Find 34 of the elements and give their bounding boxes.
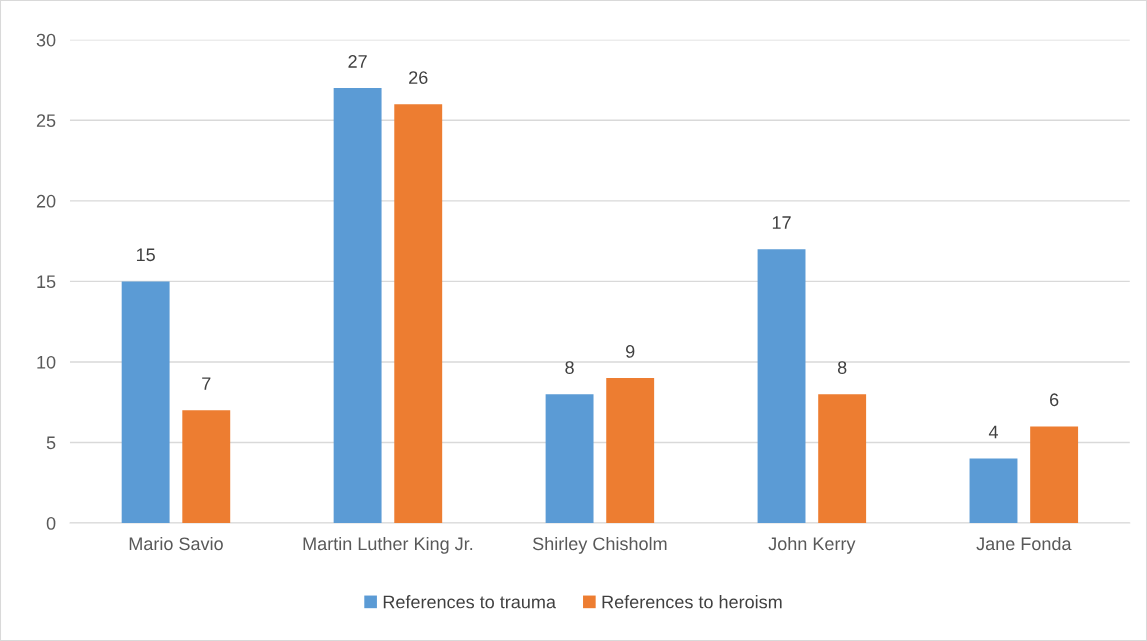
x-tick-label: Martin Luther King Jr. bbox=[303, 536, 473, 554]
x-tick-label: Mario Savio bbox=[129, 536, 223, 551]
data-label: 9 bbox=[626, 345, 635, 358]
bar bbox=[182, 410, 231, 524]
data-label: 4 bbox=[988, 425, 998, 439]
y-tick-label: 30 bbox=[36, 33, 56, 47]
x-tick-label: Shirley Chisholm bbox=[532, 536, 667, 554]
y-tick-label: 25 bbox=[36, 114, 56, 128]
y-tick-label: 15 bbox=[37, 275, 56, 289]
bar bbox=[1030, 426, 1079, 524]
bar bbox=[121, 281, 170, 524]
legend-label: References to trauma bbox=[383, 595, 556, 609]
bar bbox=[818, 394, 867, 524]
y-tick-label: 20 bbox=[36, 194, 56, 208]
y-tick-label: 0 bbox=[46, 516, 56, 530]
data-label: 17 bbox=[772, 216, 791, 229]
y-tick-label: 10 bbox=[37, 355, 56, 369]
data-label: 27 bbox=[348, 55, 367, 68]
bar bbox=[606, 378, 655, 524]
x-tick-label: John Kerry bbox=[768, 536, 856, 554]
data-label: 6 bbox=[1050, 393, 1059, 407]
bar bbox=[333, 88, 382, 524]
data-label: 7 bbox=[202, 377, 211, 390]
data-label: 26 bbox=[409, 71, 428, 84]
bar bbox=[545, 394, 594, 524]
y-tick-label: 5 bbox=[46, 436, 56, 450]
bar bbox=[757, 249, 806, 524]
legend-label: References to heroism bbox=[602, 595, 782, 609]
bar bbox=[394, 104, 443, 524]
data-label: 8 bbox=[565, 361, 574, 374]
data-label: 15 bbox=[136, 248, 155, 262]
data-label: 8 bbox=[837, 361, 847, 374]
bar bbox=[969, 458, 1018, 524]
x-tick-label: Jane Fonda bbox=[976, 536, 1072, 551]
